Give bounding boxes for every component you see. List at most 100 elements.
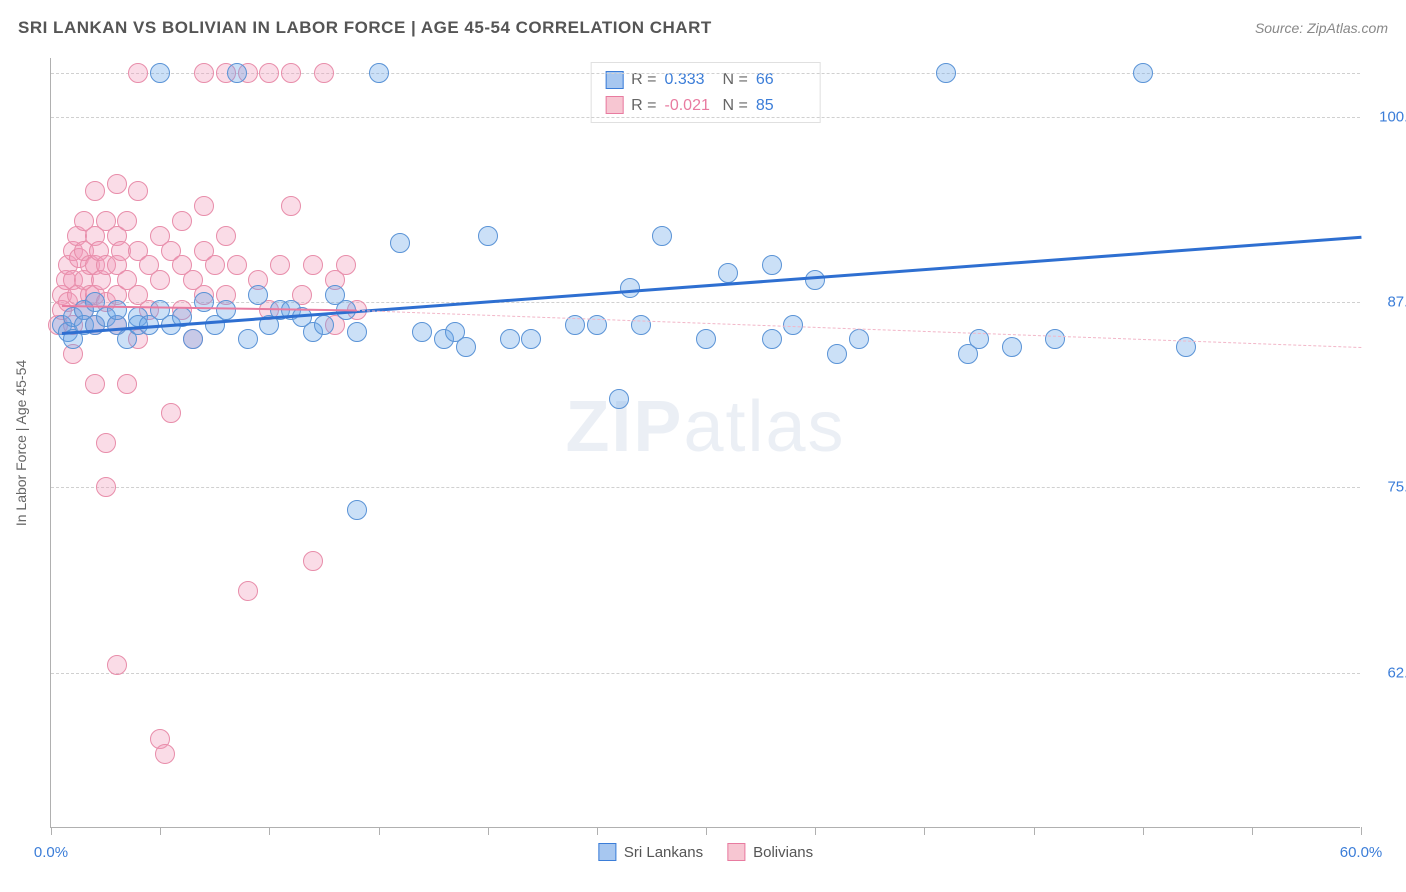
data-point bbox=[270, 255, 290, 275]
series-legend: Sri Lankans Bolivians bbox=[598, 843, 813, 861]
data-point bbox=[1133, 63, 1153, 83]
data-point bbox=[205, 255, 225, 275]
data-point bbox=[1002, 337, 1022, 357]
data-point bbox=[85, 374, 105, 394]
data-point bbox=[849, 329, 869, 349]
data-point bbox=[128, 181, 148, 201]
y-tick-label: 100.0% bbox=[1370, 109, 1406, 126]
data-point bbox=[314, 315, 334, 335]
data-point bbox=[303, 551, 323, 571]
swatch-sri-lankans-icon bbox=[598, 843, 616, 861]
data-point bbox=[521, 329, 541, 349]
data-point bbox=[183, 329, 203, 349]
data-point bbox=[936, 63, 956, 83]
x-tick bbox=[1361, 827, 1362, 835]
data-point bbox=[216, 300, 236, 320]
data-point bbox=[227, 63, 247, 83]
watermark: ZIPatlas bbox=[565, 386, 845, 468]
legend-item-bolivians: Bolivians bbox=[727, 843, 813, 861]
data-point bbox=[161, 403, 181, 423]
data-point bbox=[194, 292, 214, 312]
y-axis-label: In Labor Force | Age 45-54 bbox=[13, 359, 29, 525]
data-point bbox=[347, 500, 367, 520]
x-tick bbox=[1143, 827, 1144, 835]
data-point bbox=[609, 389, 629, 409]
x-tick bbox=[160, 827, 161, 835]
data-point bbox=[620, 278, 640, 298]
data-point bbox=[718, 263, 738, 283]
data-point bbox=[96, 477, 116, 497]
data-point bbox=[783, 315, 803, 335]
legend-row-sri-lankans: R = 0.333 N = 66 bbox=[605, 67, 806, 93]
data-point bbox=[281, 196, 301, 216]
data-point bbox=[107, 174, 127, 194]
data-point bbox=[281, 63, 301, 83]
data-point bbox=[303, 255, 323, 275]
r-value-sri-lankans: 0.333 bbox=[665, 67, 715, 93]
data-point bbox=[336, 255, 356, 275]
data-point bbox=[128, 63, 148, 83]
x-tick bbox=[379, 827, 380, 835]
data-point bbox=[500, 329, 520, 349]
data-point bbox=[652, 226, 672, 246]
data-point bbox=[227, 255, 247, 275]
data-point bbox=[478, 226, 498, 246]
correlation-legend: R = 0.333 N = 66 R = -0.021 N = 85 bbox=[590, 62, 821, 123]
gridline bbox=[51, 487, 1360, 488]
data-point bbox=[631, 315, 651, 335]
x-tick bbox=[815, 827, 816, 835]
n-value-bolivians: 85 bbox=[756, 93, 806, 119]
x-tick bbox=[706, 827, 707, 835]
data-point bbox=[412, 322, 432, 342]
swatch-bolivians bbox=[605, 96, 623, 114]
data-point bbox=[117, 211, 137, 231]
data-point bbox=[805, 270, 825, 290]
data-point bbox=[248, 285, 268, 305]
data-point bbox=[194, 196, 214, 216]
data-point bbox=[150, 270, 170, 290]
data-point bbox=[827, 344, 847, 364]
data-point bbox=[107, 300, 127, 320]
x-tick bbox=[1034, 827, 1035, 835]
x-tick-label: 0.0% bbox=[34, 844, 68, 861]
data-point bbox=[1045, 329, 1065, 349]
data-point bbox=[194, 63, 214, 83]
chart-title: SRI LANKAN VS BOLIVIAN IN LABOR FORCE | … bbox=[18, 18, 712, 38]
data-point bbox=[216, 226, 236, 246]
data-point bbox=[172, 211, 192, 231]
data-point bbox=[762, 329, 782, 349]
scatter-plot-area: ZIPatlas In Labor Force | Age 45-54 R = … bbox=[50, 58, 1360, 828]
data-point bbox=[314, 63, 334, 83]
source-attribution: Source: ZipAtlas.com bbox=[1255, 20, 1388, 36]
data-point bbox=[390, 233, 410, 253]
r-value-bolivians: -0.021 bbox=[665, 93, 715, 119]
x-tick bbox=[269, 827, 270, 835]
legend-item-sri-lankans: Sri Lankans bbox=[598, 843, 703, 861]
header-bar: SRI LANKAN VS BOLIVIAN IN LABOR FORCE | … bbox=[18, 18, 1388, 38]
legend-row-bolivians: R = -0.021 N = 85 bbox=[605, 93, 806, 119]
y-tick-label: 87.5% bbox=[1370, 294, 1406, 311]
data-point bbox=[238, 329, 258, 349]
data-point bbox=[96, 433, 116, 453]
data-point bbox=[150, 63, 170, 83]
data-point bbox=[369, 63, 389, 83]
x-tick bbox=[488, 827, 489, 835]
data-point bbox=[259, 63, 279, 83]
data-point bbox=[696, 329, 716, 349]
data-point bbox=[107, 655, 127, 675]
swatch-bolivians-icon bbox=[727, 843, 745, 861]
x-tick-label: 60.0% bbox=[1340, 844, 1383, 861]
x-tick bbox=[1252, 827, 1253, 835]
data-point bbox=[85, 181, 105, 201]
x-tick bbox=[597, 827, 598, 835]
x-tick bbox=[51, 827, 52, 835]
gridline bbox=[51, 117, 1360, 118]
data-point bbox=[587, 315, 607, 335]
n-value-sri-lankans: 66 bbox=[756, 67, 806, 93]
data-point bbox=[347, 322, 367, 342]
data-point bbox=[155, 744, 175, 764]
gridline bbox=[51, 302, 1360, 303]
y-tick-label: 75.0% bbox=[1370, 479, 1406, 496]
data-point bbox=[117, 374, 137, 394]
data-point bbox=[456, 337, 476, 357]
